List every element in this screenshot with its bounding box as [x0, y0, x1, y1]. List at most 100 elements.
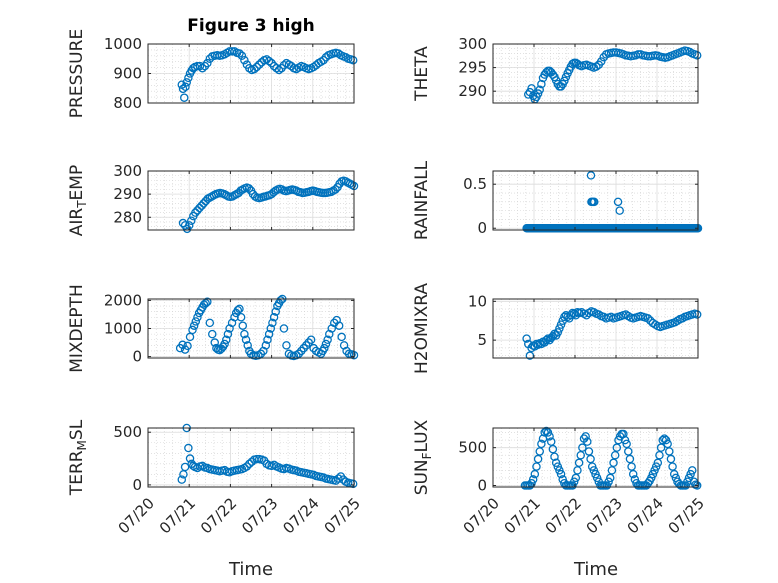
y-tick-label: 0.5 [463, 175, 487, 193]
axes-frame [147, 170, 355, 231]
y-tick-label: 0 [132, 476, 142, 494]
data-point [590, 197, 599, 207]
data-point [555, 466, 564, 475]
data-point [272, 63, 281, 73]
data-point [279, 324, 289, 333]
data-point [235, 49, 244, 58]
data-point [321, 339, 331, 349]
y-tick-label: 0 [477, 219, 487, 237]
data-point [612, 443, 622, 452]
data-point [596, 57, 606, 66]
data-point [665, 447, 674, 456]
data-point [193, 313, 202, 322]
data-point [553, 462, 563, 471]
data-point [556, 320, 566, 329]
x-axis-label-right: Time [573, 559, 618, 580]
data-point [306, 335, 316, 344]
plot-area [148, 171, 354, 230]
data-point [592, 473, 602, 483]
y-tick-label: 900 [113, 65, 142, 83]
data-point [543, 334, 553, 343]
data-point [210, 338, 219, 347]
axes-frame [492, 170, 699, 231]
data-point [304, 338, 313, 347]
data-point [233, 305, 243, 315]
data-point [183, 341, 192, 351]
data-point [555, 324, 564, 333]
data-point [263, 335, 272, 344]
data-point [178, 84, 188, 94]
y-tick-label: 500 [458, 439, 487, 457]
y-tick-label: 1000 [104, 35, 142, 53]
data-point [309, 343, 318, 353]
data-point [560, 76, 569, 86]
data-point [589, 466, 599, 475]
data-point [276, 296, 285, 305]
data-point [550, 452, 559, 461]
data-point [203, 58, 212, 68]
data-point [235, 304, 244, 314]
data-point [243, 341, 252, 350]
data-point [574, 458, 584, 468]
data-point [184, 73, 193, 83]
data-point [240, 55, 249, 65]
data-point [625, 454, 635, 464]
data-point [583, 437, 592, 446]
data-point [619, 429, 628, 439]
data-point [568, 481, 577, 490]
data-point [269, 313, 279, 322]
data-point [195, 61, 205, 71]
data-point [334, 474, 343, 483]
data-point [688, 466, 697, 475]
data-point [241, 335, 251, 344]
data-point [586, 171, 596, 180]
data-point [535, 85, 544, 95]
data-point [188, 325, 197, 335]
data-point [537, 439, 546, 449]
y-tick-label: 0 [132, 348, 142, 366]
y-tick-label: 290 [113, 185, 142, 203]
subplot-5: 0 1000 2000 MIXDEPTH [67, 284, 359, 373]
data-point [610, 450, 620, 460]
label-part: EMP [67, 165, 87, 201]
label-subscript: F [420, 452, 434, 459]
data-point [178, 340, 187, 350]
y-tick-label: 800 [113, 94, 142, 112]
data-point [180, 462, 190, 472]
axes-frame [492, 298, 699, 359]
data-point [556, 469, 566, 479]
data-point [297, 346, 306, 356]
data-point [591, 469, 600, 479]
data-point [220, 339, 229, 349]
data-point [620, 435, 630, 445]
data-point [578, 443, 587, 452]
y-tick-label: 295 [458, 59, 487, 77]
subplot-1: 800 900 1000 PRESSURE [67, 29, 358, 118]
data-point [203, 297, 212, 307]
data-point [238, 321, 248, 330]
data-point [681, 481, 690, 490]
y-axis-label: SUNFLUX [412, 419, 434, 495]
data-point [271, 307, 280, 316]
data-point [237, 51, 247, 61]
label-part: SUN [412, 459, 432, 495]
data-point [180, 93, 189, 102]
data-point [532, 462, 541, 471]
data-point [548, 444, 558, 454]
data-point [301, 341, 311, 350]
y-tick-label: 10 [468, 292, 487, 310]
y-tick-label: 1000 [104, 320, 142, 338]
data-point [551, 458, 561, 468]
data-point [236, 313, 246, 322]
data-point [185, 454, 195, 463]
data-point [666, 454, 676, 464]
data-point [294, 349, 304, 359]
label-part: LUX [412, 419, 432, 452]
y-axis-label: AIRTEMP [67, 165, 89, 236]
data-point [189, 321, 199, 330]
data-point [542, 335, 551, 345]
data-point [606, 473, 615, 483]
y-axis-label: MIXDEPTH [67, 284, 87, 373]
